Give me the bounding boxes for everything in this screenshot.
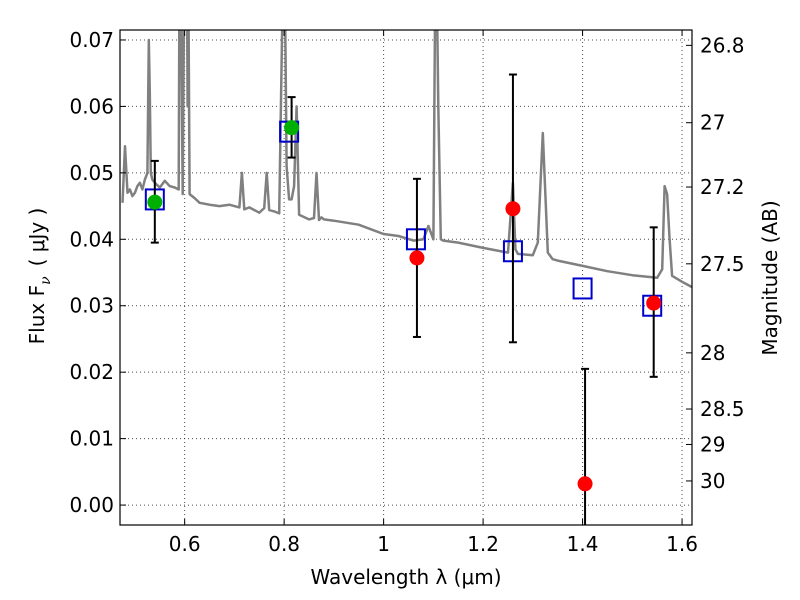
mag-tick-label-1: 27 bbox=[700, 111, 725, 135]
red-point-2 bbox=[577, 476, 593, 492]
y-tick-label-6: 0.06 bbox=[69, 94, 114, 118]
mag-tick-label-4: 28 bbox=[700, 341, 725, 365]
x-axis-title: Wavelength λ (μm) bbox=[310, 565, 501, 589]
y-axis-title-right: Magnitude (AB) bbox=[758, 200, 782, 355]
mag-tick-label-0: 26.8 bbox=[700, 33, 745, 57]
grid-lines bbox=[120, 30, 692, 525]
y-axis-title-left: Flux Fν ( μJy ) bbox=[25, 208, 54, 345]
x-tick-label-0: 0.6 bbox=[169, 532, 201, 556]
model-square-4 bbox=[572, 277, 593, 300]
plot-frame bbox=[119, 29, 693, 526]
green-point-0 bbox=[147, 194, 163, 210]
mag-tick-label-7: 30 bbox=[700, 469, 725, 493]
y-tick-label-3: 0.03 bbox=[69, 294, 114, 318]
x-tick-label-2: 1 bbox=[377, 532, 390, 556]
sed-template-line bbox=[121, 30, 692, 289]
green-point-1 bbox=[284, 120, 300, 136]
x-tick-label-1: 0.8 bbox=[268, 532, 300, 556]
x-tick-label-4: 1.4 bbox=[567, 532, 599, 556]
mag-tick-label-3: 27.5 bbox=[700, 252, 745, 276]
mag-tick-label-6: 29 bbox=[700, 432, 725, 456]
photometry-markers bbox=[144, 73, 663, 525]
red-point-3 bbox=[646, 295, 662, 311]
x-tick-label-3: 1.2 bbox=[467, 532, 499, 556]
axes-frame bbox=[119, 29, 693, 526]
y-axis-title-unit: ( μJy ) bbox=[25, 208, 49, 267]
tick-labels: 0.6 0.8 1 1.2 1.4 1.6 0.00 0.01 0.02 0.03 0.04 0.05… bbox=[69, 28, 744, 556]
y-tick-label-4: 0.04 bbox=[69, 227, 114, 251]
y-tick-label-0: 0.00 bbox=[69, 493, 114, 517]
y-tick-label-1: 0.01 bbox=[69, 427, 114, 451]
x-tick-label-5: 1.6 bbox=[666, 532, 698, 556]
red-point-0 bbox=[409, 250, 425, 266]
y-axis-title-subscript: ν bbox=[38, 276, 54, 285]
red-point-1 bbox=[505, 201, 521, 217]
sed-template-layer bbox=[121, 30, 692, 289]
mag-tick-label-5: 28.5 bbox=[700, 397, 745, 421]
y-axis-title-flux: Flux F bbox=[25, 285, 49, 344]
y-tick-label-2: 0.02 bbox=[69, 360, 114, 384]
y-tick-label-5: 0.05 bbox=[69, 161, 114, 185]
mag-tick-label-2: 27.2 bbox=[700, 175, 745, 199]
y-tick-label-7: 0.07 bbox=[69, 28, 114, 52]
